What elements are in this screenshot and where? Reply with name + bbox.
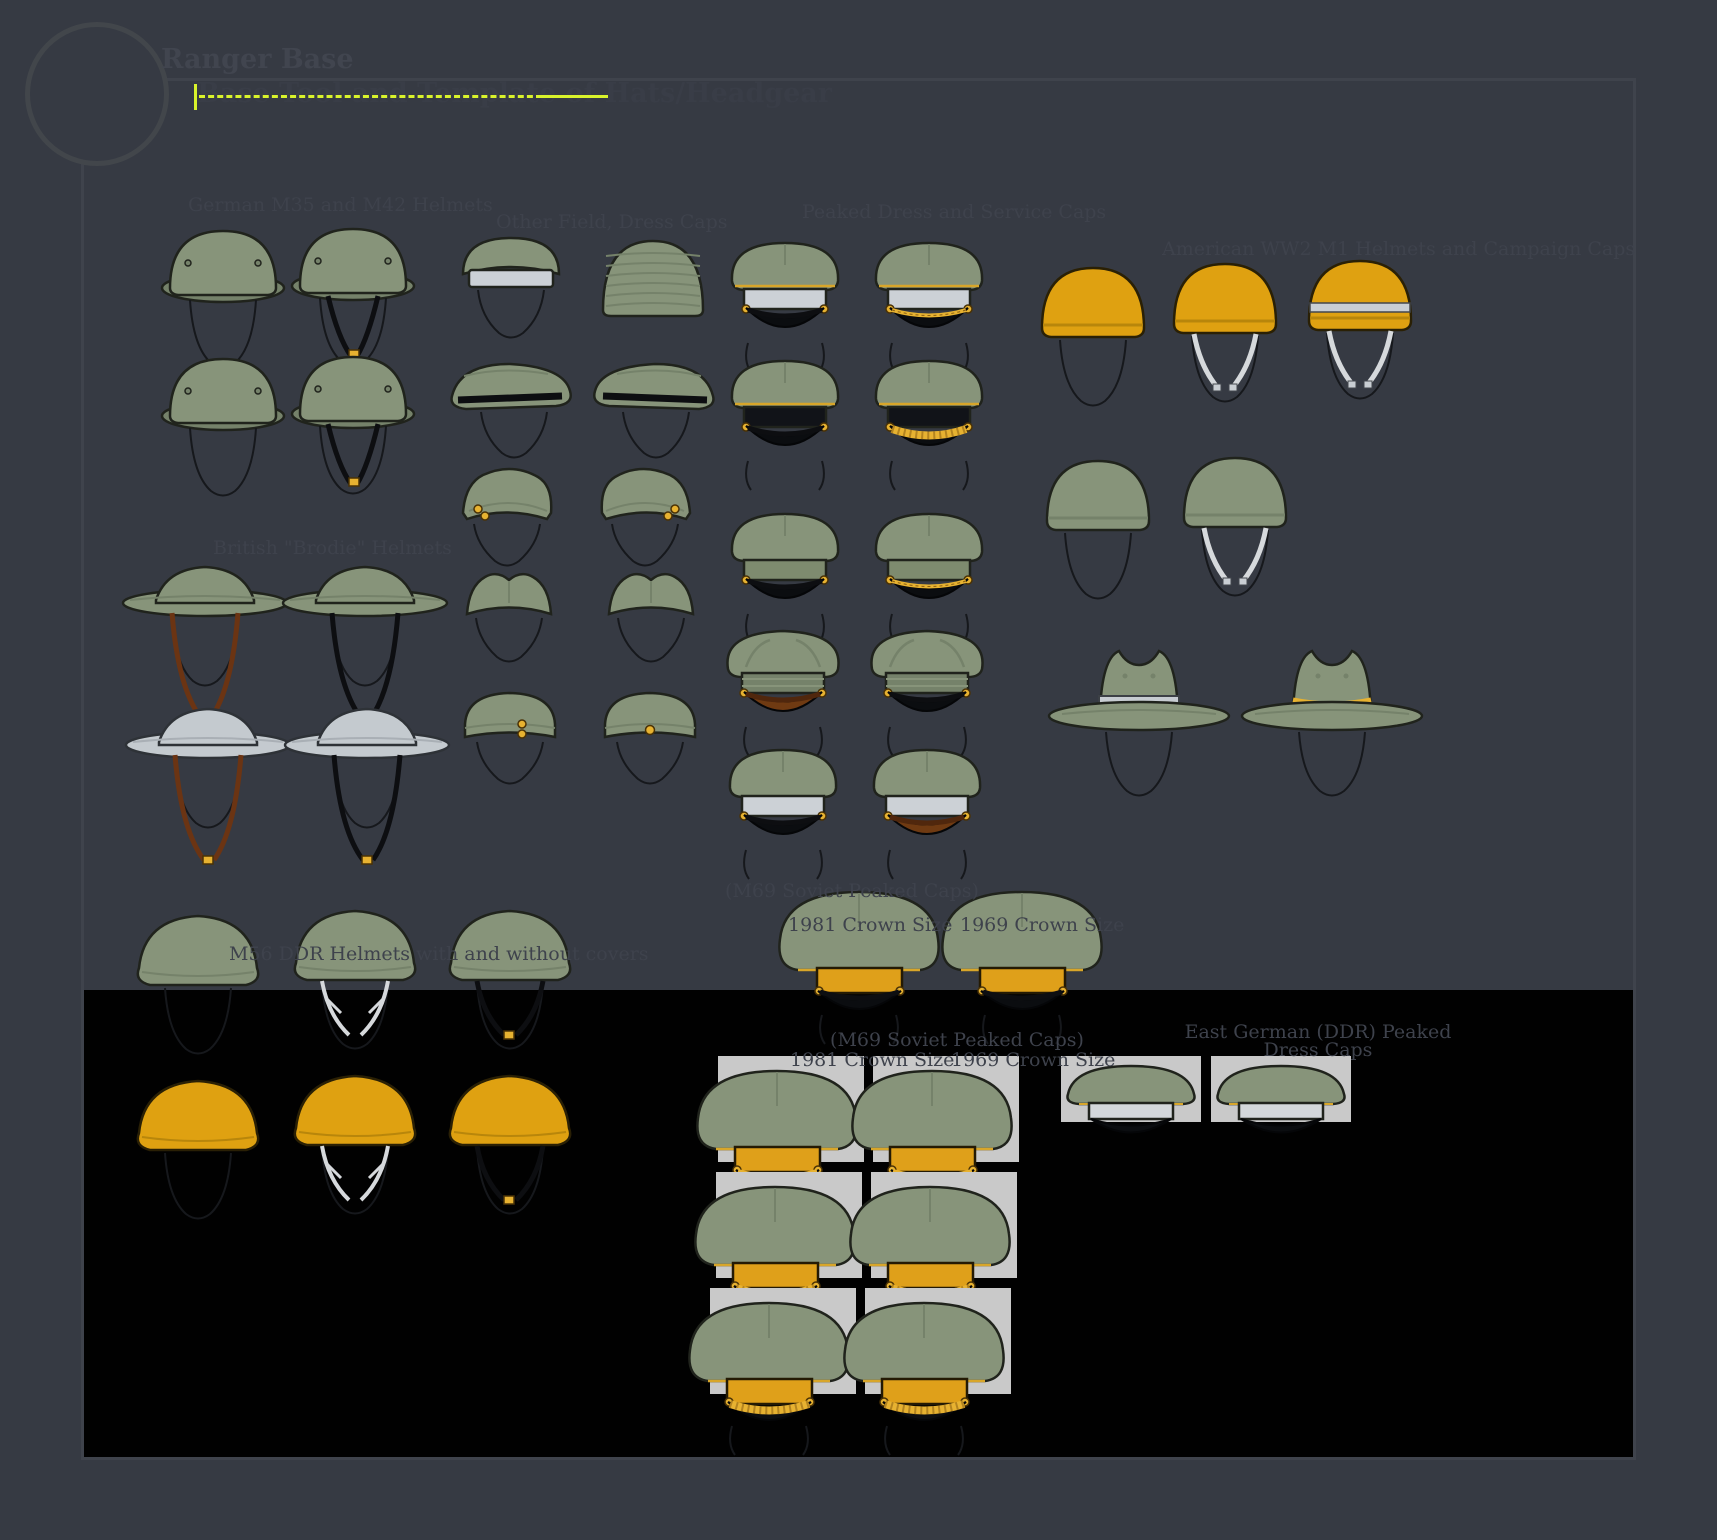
dress-cap-white-band-front: [446, 226, 576, 346]
label-crown-1981-b: 1981 Crown Size: [790, 1049, 955, 1071]
crusher-cap-side-left: [586, 352, 721, 467]
m69-dress-cap-braid2-1981: [682, 1288, 857, 1458]
brodie-helmet-steel-black-strap: [282, 698, 452, 893]
crusher-cap-side-right: [444, 352, 579, 467]
m1-helmet-gold-liner-band: [1295, 245, 1425, 410]
accent-underline-dashed: [199, 95, 542, 98]
label-crown-1981-a: 1981 Crown Size: [788, 914, 953, 936]
german-m35-helmet-straps: [288, 216, 418, 381]
label-crown-1969-a: 1969 Crown Size: [960, 914, 1125, 936]
german-m42-helmet-straps: [288, 344, 418, 509]
section-label-peaked: Peaked Dress and Service Caps: [802, 201, 1107, 223]
campaign-hat-silver-band: [1042, 628, 1237, 808]
field-cap-rear-ribbed: [588, 226, 718, 341]
brodie-helmet-green-brown-strap: [120, 556, 290, 751]
section-label-m69-a: (M69 Soviet Peaked Caps): [725, 880, 979, 902]
ddr-dress-cap-right: [1206, 1056, 1356, 1161]
garrison-cap-front: [446, 556, 571, 668]
crusher-service-cap-black-visor: [852, 609, 1002, 759]
section-label-m69-b: (M69 Soviet Peaked Caps): [830, 1029, 1084, 1051]
m69-dress-cap-1981: [690, 1056, 865, 1226]
m1-helmet-green-straps: [1170, 442, 1300, 607]
m56-helmet-green-white-straps: [275, 887, 435, 1067]
german-m42-helmet-front: [158, 346, 288, 511]
m56-helmet-green-black-straps: [430, 887, 590, 1067]
m56-helmet-cover-black-straps: [430, 1052, 590, 1232]
m1-helmet-green-front: [1033, 445, 1163, 610]
german-m35-helmet-front: [158, 218, 288, 383]
ddr-dress-cap-left: [1056, 1056, 1206, 1161]
m69-dress-cap-braid2-1969: [837, 1288, 1012, 1458]
m56-helmet-green-front: [118, 892, 278, 1072]
frame-border: [81, 78, 1636, 1460]
m43-field-cap-front: [448, 682, 573, 787]
section-label-other-caps: Other Field, Dress Caps: [496, 211, 728, 233]
section-label-american: American WW2 M1 Helmets and Campaign Cap…: [1162, 238, 1636, 260]
brodie-helmet-steel-brown-strap: [123, 698, 293, 893]
service-cap-white-band-chinstrap: [710, 225, 860, 375]
service-cap-black-band-chinstrap: [710, 343, 860, 493]
m56-helmet-cover-white-straps: [275, 1052, 435, 1232]
accent-tick: [194, 84, 197, 110]
m56-helmet-cover-front: [118, 1057, 278, 1237]
crusher-service-cap-brown-visor: [708, 609, 858, 759]
m1-helmet-gold-straps: [1160, 248, 1290, 413]
page-subtitle: Base Tool and Template of Hats/Headgear: [197, 78, 832, 109]
service-cap-green-band-chinstrap: [710, 496, 860, 646]
service-cap-white-band-gold-cord: [854, 225, 1004, 375]
accent-underline-solid: [542, 95, 608, 98]
service-cap-white-band-black-visor: [708, 732, 858, 882]
m1-helmet-gold-front: [1028, 252, 1158, 417]
garrison-cap-front-angled: [588, 556, 713, 668]
m69-cap-1969-crown: [935, 877, 1110, 1047]
section-label-m56: M56 DDR Helmets with and without covers: [229, 943, 649, 965]
label-crown-1969-b: 1969 Crown Size: [951, 1049, 1116, 1071]
section-label-brodie: British "Brodie" Helmets: [213, 537, 452, 559]
logo-circle: [25, 22, 169, 166]
section-label-ddr-line2: Dress Caps: [1263, 1039, 1373, 1061]
section-label-ddr-line1: East German (DDR) Peaked: [1184, 1021, 1452, 1043]
m69-cap-1981-crown: [772, 877, 947, 1047]
brodie-helmet-green-black-strap: [280, 556, 450, 751]
service-cap-black-band-gold-braid: [854, 343, 1004, 493]
section-label-german: German M35 and M42 Helmets: [188, 194, 493, 216]
service-cap-white-band-brown-visor: [852, 732, 1002, 882]
campaign-hat-gold-cord: [1235, 628, 1430, 808]
page-title: Ranger Base: [161, 44, 354, 75]
garrison-cap-side-angled: [588, 458, 703, 570]
m43-field-cap-side: [588, 682, 713, 787]
garrison-cap-side-buttons: [450, 458, 565, 570]
